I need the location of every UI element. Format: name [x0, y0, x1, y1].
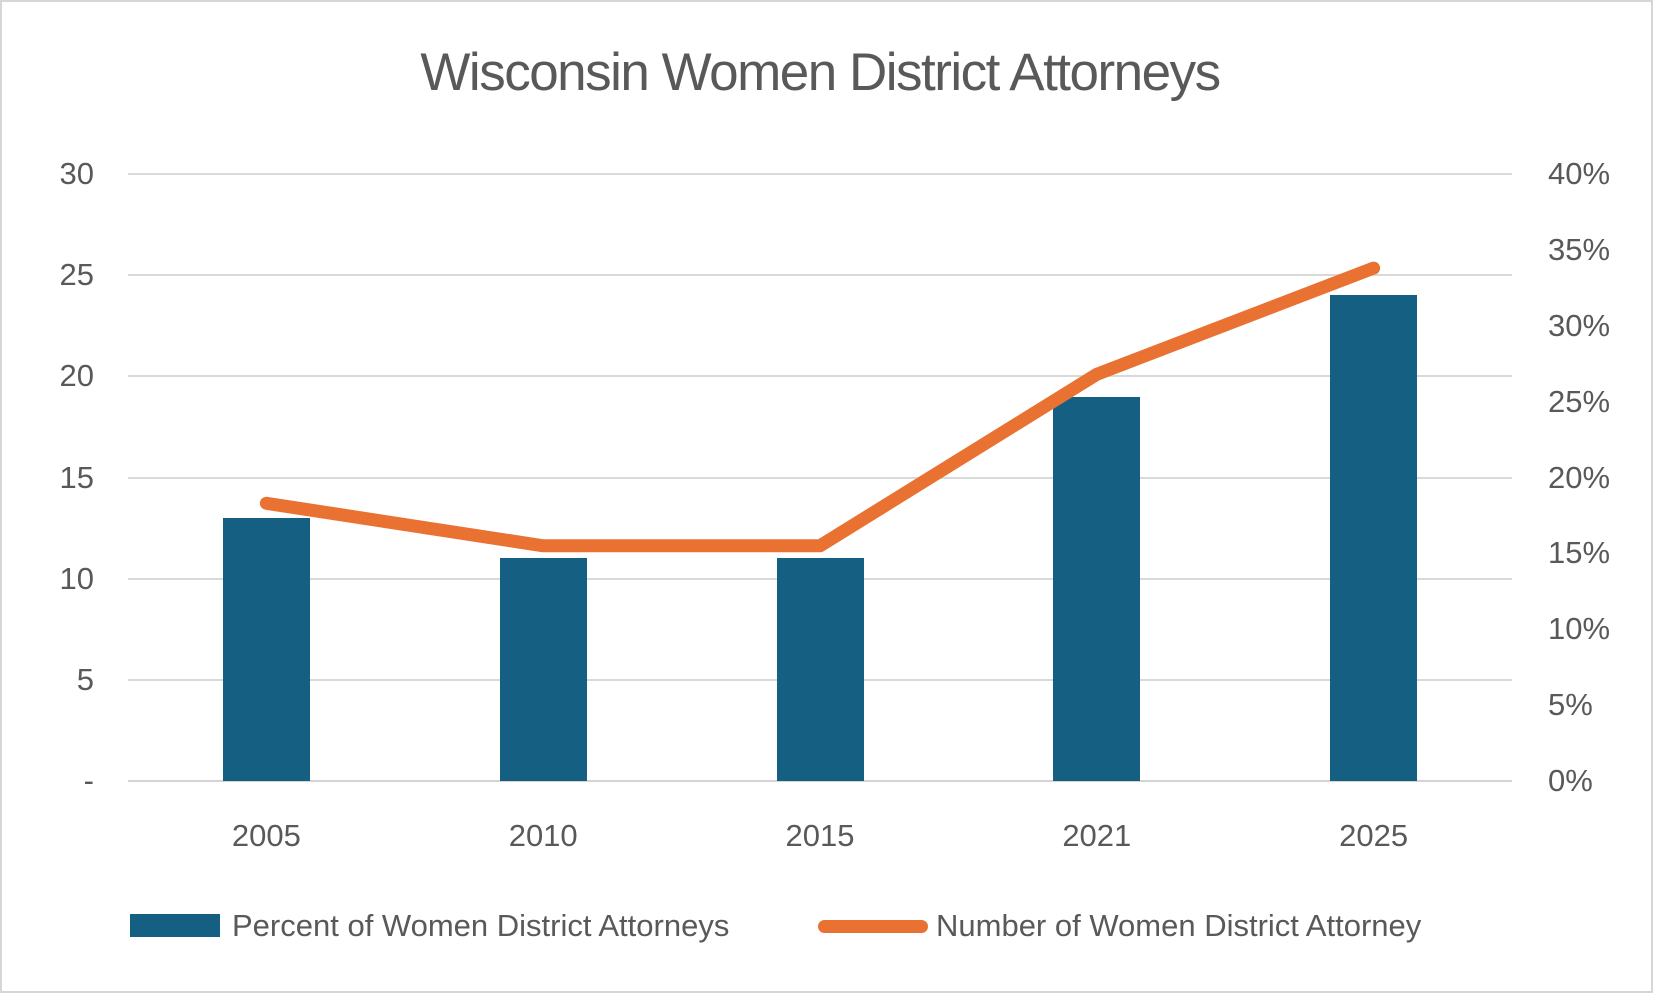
- left-axis-tick: 30: [59, 156, 94, 191]
- left-axis-tick: 20: [59, 358, 94, 394]
- right-axis-tick: 35%: [1548, 231, 1611, 267]
- legend-bar-swatch-icon: [130, 914, 220, 937]
- x-axis-label: 2010: [508, 818, 578, 853]
- left-axis-tick: 5: [76, 661, 94, 697]
- gridline: [128, 375, 1512, 378]
- x-axis-label: 2005: [231, 818, 301, 853]
- bar-2015: [776, 558, 864, 781]
- right-axis-tick: 40%: [1548, 156, 1611, 191]
- bar-2005: [222, 517, 310, 781]
- left-axis-tick: -: [83, 763, 94, 798]
- bar-2025: [1330, 295, 1418, 781]
- right-axis-tick: 25%: [1548, 383, 1611, 419]
- left-axis-tick: 10: [59, 560, 94, 596]
- left-axis-tick: 25: [59, 257, 94, 293]
- legend-line-swatch-icon: [818, 920, 928, 933]
- right-axis-tick: 5%: [1548, 687, 1593, 723]
- x-axis-label: 2021: [1062, 818, 1132, 853]
- chart-title: Wisconsin Women District Attorneys: [420, 43, 1221, 102]
- right-axis-tick: 30%: [1548, 307, 1611, 343]
- right-axis-tick: 20%: [1548, 459, 1611, 495]
- line-series: [259, 261, 1381, 553]
- legend-label-line-series: Number of Women District Attorney: [936, 908, 1422, 943]
- bar-2021: [1053, 396, 1141, 781]
- left-axis-tick: 15: [59, 459, 94, 495]
- right-axis-tick: 15%: [1548, 535, 1611, 571]
- gridline: [128, 274, 1512, 277]
- gridline: [128, 780, 1512, 782]
- right-axis-tick: 0%: [1548, 763, 1593, 798]
- gridline: [128, 476, 1512, 479]
- bar-2010: [499, 558, 587, 781]
- gridline: [128, 173, 1512, 175]
- right-axis-tick: 10%: [1548, 611, 1611, 647]
- legend-label-bar-series: Percent of Women District Attorneys: [232, 908, 730, 943]
- x-axis-label: 2015: [785, 818, 855, 853]
- x-axis-label: 2025: [1339, 818, 1409, 853]
